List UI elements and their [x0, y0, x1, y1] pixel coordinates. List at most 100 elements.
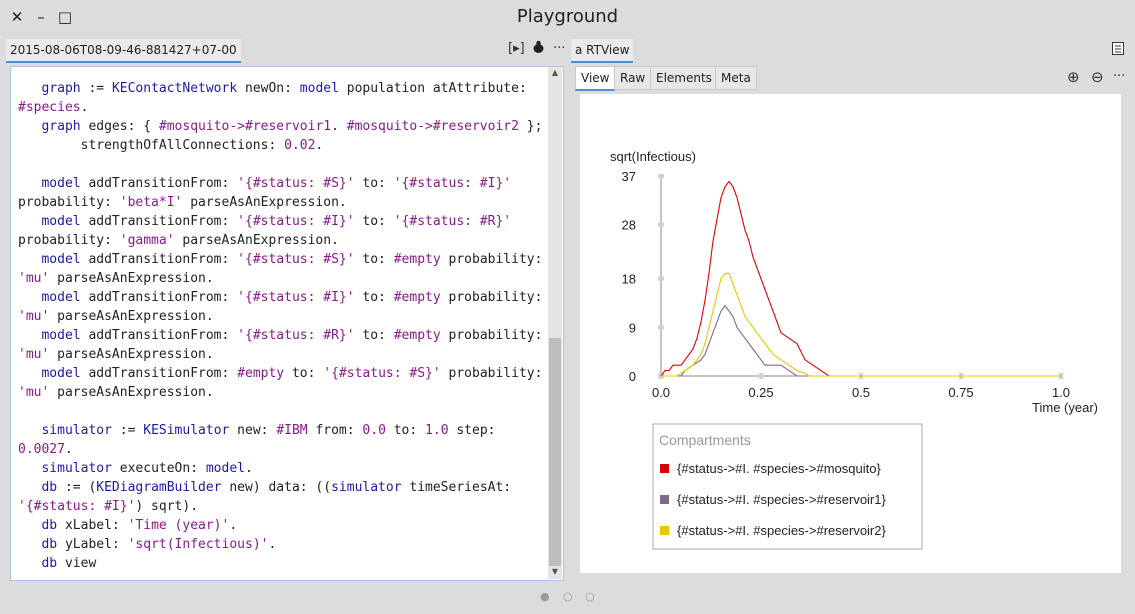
code-token: '{#status: #R}': [393, 214, 512, 229]
code-token: '{#status: #R}': [237, 328, 355, 343]
code-token: addTransitionFrom:: [80, 176, 238, 191]
code-line: model addTransitionFrom: '{#status: #I}'…: [18, 212, 550, 231]
code-token: [18, 518, 41, 533]
zoom-out-icon[interactable]: ⊖: [1091, 68, 1104, 86]
code-token: xLabel:: [57, 518, 128, 533]
maximize-icon[interactable]: □: [57, 8, 73, 26]
code-token: [18, 556, 41, 571]
code-token: KESimulator: [143, 423, 230, 438]
code-token: '{#status: #I}': [237, 214, 355, 229]
close-icon[interactable]: ✕: [10, 8, 24, 26]
code-token: model: [41, 214, 81, 229]
subtab-elements[interactable]: Elements: [650, 66, 718, 90]
code-line: graph := KEContactNetwork newOn: model p…: [18, 79, 550, 98]
code-token: probability:: [18, 233, 120, 248]
code-line: model addTransitionFrom: '{#status: #S}'…: [18, 250, 550, 269]
x-tick-label: 1.0: [1052, 385, 1070, 400]
code-token: probability:: [440, 290, 543, 305]
code-token: [18, 537, 41, 552]
legend-box: [652, 423, 923, 550]
series-line-1: [660, 180, 1061, 377]
minimize-icon[interactable]: –: [37, 8, 45, 26]
code-token: [18, 423, 41, 438]
code-token: 0.0: [362, 423, 386, 438]
zoom-in-icon[interactable]: ⊕: [1067, 68, 1080, 86]
title-bar: ✕ – □ Playground: [0, 0, 1135, 36]
x-tick-label: 0.0: [652, 385, 670, 400]
code-token: timeSeriesAt:: [401, 480, 512, 495]
legend-label-1: {#status->#I. #species->#mosquito}: [677, 461, 881, 476]
legend-swatch-1: [660, 464, 669, 473]
bug-icon[interactable]: [532, 40, 545, 58]
tab-rtview[interactable]: a RTView: [571, 39, 634, 63]
chart-canvas[interactable]: 0 9 18 28 37 0.0 0.25 0.5 0.75 1.0 sqrt(Infectious…: [580, 94, 1121, 573]
code-line: model addTransitionFrom: '{#status: #R}'…: [18, 326, 550, 345]
subtab-meta[interactable]: Meta: [715, 66, 757, 90]
code-editor[interactable]: graph := KEContactNetwork newOn: model p…: [10, 66, 564, 581]
legend-label-2: {#status->#I. #species->#reservoir1}: [677, 492, 886, 507]
code-token: parseAsAnExpression.: [182, 195, 347, 210]
right-menu-icon[interactable]: ···: [1113, 69, 1126, 84]
code-token: .: [64, 442, 73, 457]
left-menu-icon[interactable]: ···: [553, 41, 566, 56]
code-token: addTransitionFrom:: [80, 252, 238, 267]
scroll-down-icon[interactable]: ▼: [551, 567, 559, 576]
code-line: 'mu' parseAsAnExpression.: [18, 345, 550, 364]
scroll-up-icon[interactable]: ▲: [551, 68, 559, 77]
code-token: simulator: [41, 423, 112, 438]
code-text[interactable]: graph := KEContactNetwork newOn: model p…: [18, 79, 550, 573]
code-token: simulator: [41, 461, 112, 476]
code-token: #empty: [237, 366, 285, 381]
code-token: ) sqrt).: [135, 499, 199, 514]
pager-dot-3[interactable]: ○: [585, 590, 595, 603]
pager-dot-2[interactable]: ○: [563, 590, 573, 603]
legend-swatch-2: [660, 495, 669, 504]
code-token: to:: [354, 328, 394, 343]
code-token: };: [518, 119, 543, 134]
code-token: model: [299, 81, 339, 96]
code-line: [18, 402, 550, 421]
code-token: db: [41, 556, 58, 571]
code-token: [18, 119, 41, 134]
code-token: [18, 81, 41, 96]
code-token: [18, 461, 41, 476]
code-token: 'gamma': [119, 233, 175, 248]
code-token: 'mu': [18, 309, 50, 324]
code-line: 'mu' parseAsAnExpression.: [18, 307, 550, 326]
code-token: parseAsAnExpression.: [174, 233, 339, 248]
pager-dot-1[interactable]: ●: [540, 590, 550, 603]
y-tick-mark: [658, 222, 664, 227]
code-line: simulator executeOn: model.: [18, 459, 550, 478]
code-token: population atAttribute:: [338, 81, 527, 96]
code-token: := (: [57, 480, 97, 495]
document-icon[interactable]: [1111, 41, 1125, 60]
code-token: #mosquito->#reservoir1: [158, 119, 332, 134]
code-token: addTransitionFrom:: [80, 290, 238, 305]
subtab-raw[interactable]: Raw: [614, 66, 652, 90]
code-line: 0.0027.: [18, 440, 550, 459]
series-line-2: [661, 304, 1061, 377]
tab-playground-page[interactable]: 2015-08-06T08-09-46-881427+07-00: [6, 39, 241, 63]
code-token: #species: [18, 100, 81, 115]
line-chart: 0 9 18 28 37 0.0 0.25 0.5 0.75 1.0 sqrt(Infectious…: [610, 149, 1098, 550]
code-token: probability:: [18, 195, 120, 210]
y-tick-label: 0: [629, 369, 636, 384]
x-tick-label: 0.25: [748, 385, 773, 400]
code-token: from:: [307, 423, 363, 438]
code-token: #empty: [393, 328, 441, 343]
x-tick-label: 0.5: [852, 385, 870, 400]
code-token: graph: [41, 81, 81, 96]
code-line: 'mu' parseAsAnExpression.: [18, 383, 550, 402]
code-token: edges: {: [80, 119, 159, 134]
code-token: newOn:: [237, 81, 300, 96]
code-scroll-thumb[interactable]: [549, 338, 561, 566]
code-token: 1.0: [425, 423, 449, 438]
subtab-view[interactable]: View: [575, 66, 616, 91]
code-token: 'Time (year)': [127, 518, 230, 533]
run-icon[interactable]: [▸]: [508, 41, 525, 56]
code-token: 0.02: [284, 138, 316, 153]
code-line: model addTransitionFrom: '{#status: #I}'…: [18, 288, 550, 307]
code-token: #IBM: [276, 423, 308, 438]
y-tick-mark: [658, 325, 664, 330]
legend-label-3: {#status->#I. #species->#reservoir2}: [677, 523, 886, 538]
